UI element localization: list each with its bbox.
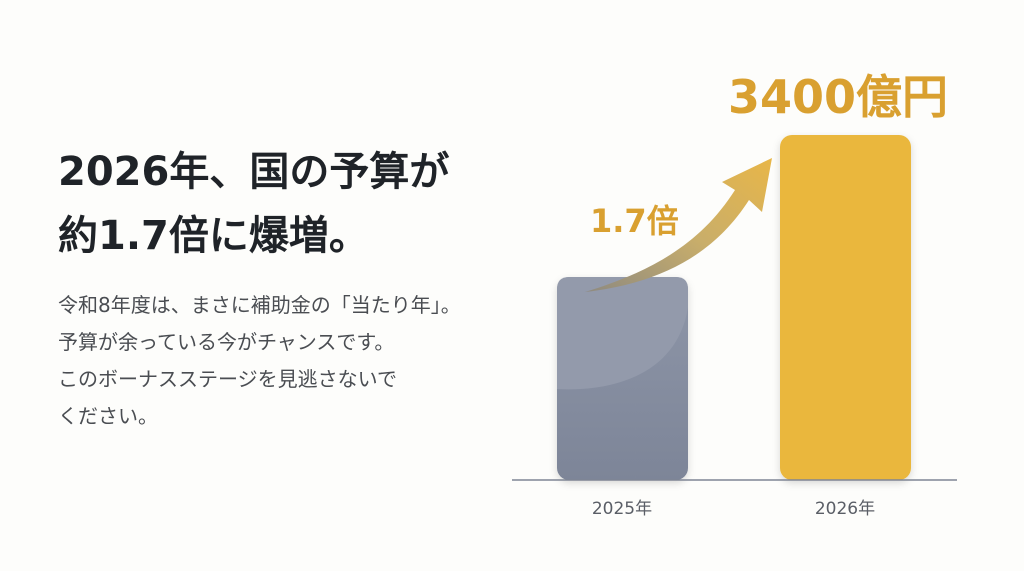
body-text: 令和8年度は、まさに補助金の「当たり年」。 予算が余っている今がチャンスです。 …: [58, 287, 461, 435]
growth-arrow-icon: [585, 158, 772, 292]
growth-label: 1.7倍: [590, 202, 679, 240]
x-tick-label: 2025年: [592, 499, 652, 519]
headline-line-2: 約1.7倍に爆増。: [58, 213, 369, 259]
body-line: ください。: [58, 404, 158, 428]
bar-2026年: [780, 135, 911, 480]
x-tick-label: 2026年: [815, 499, 875, 519]
body-line: 令和8年度は、まさに補助金の「当たり年」。: [58, 293, 461, 317]
body-line: 予算が余っている今がチャンスです。: [58, 330, 395, 354]
bar-highlight: [557, 277, 688, 390]
body-line: このボーナスステージを見逃さないで: [58, 367, 397, 391]
value-label: 3400億円: [728, 70, 948, 124]
headline-line-1: 2026年、国の予算が: [58, 149, 450, 195]
headline: 2026年、国の予算が 約1.7倍に爆増。: [58, 140, 449, 268]
